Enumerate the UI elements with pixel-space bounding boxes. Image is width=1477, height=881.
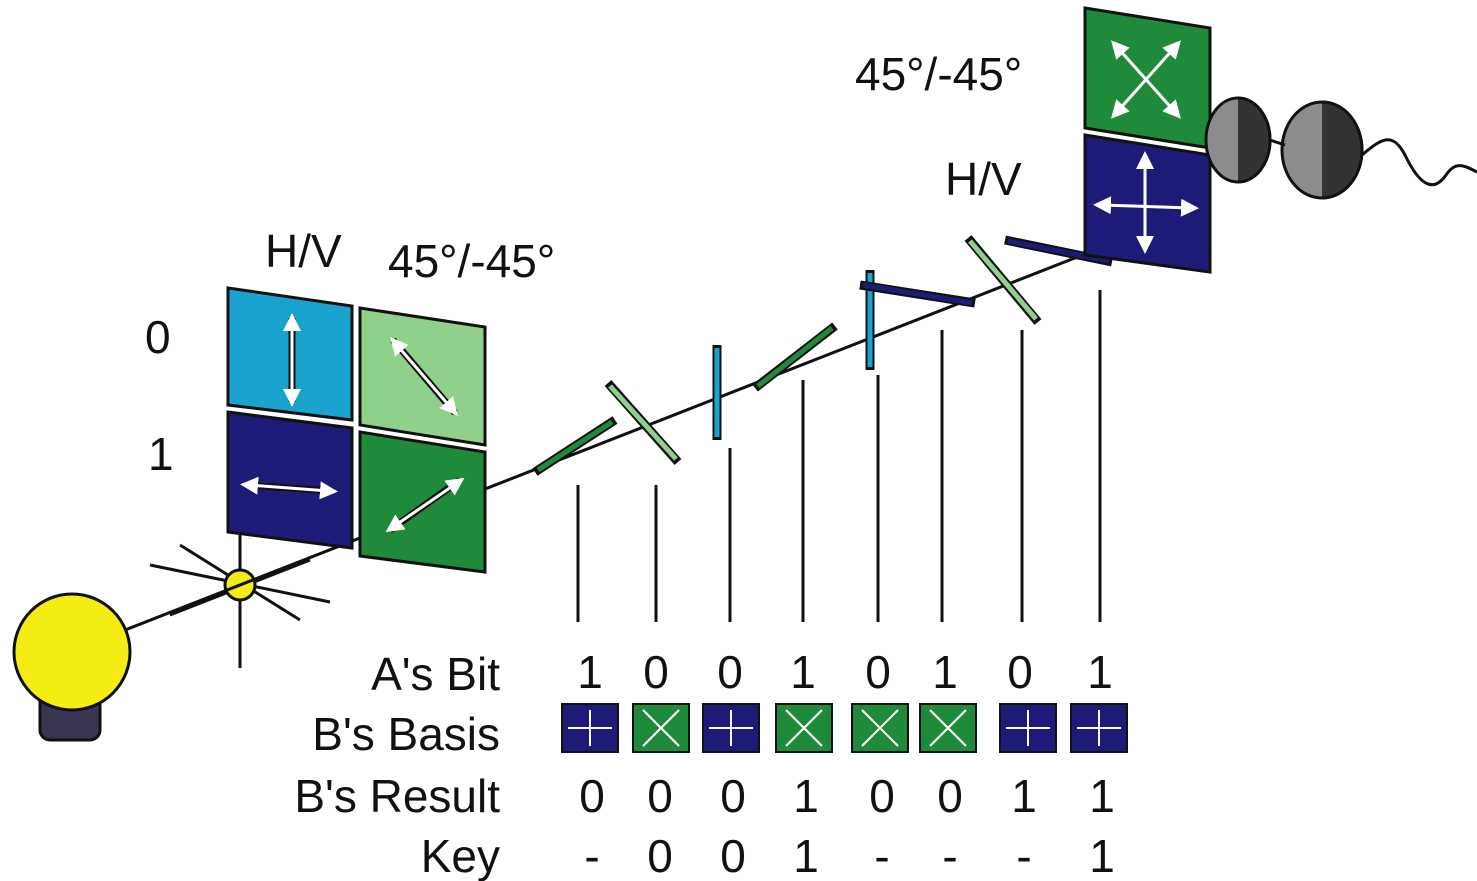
key-8: 1 bbox=[1089, 830, 1115, 881]
b-basis-2-diag-icon bbox=[632, 703, 690, 753]
photon-7-diag-nw-icon bbox=[964, 235, 1042, 325]
key-5: - bbox=[874, 830, 889, 881]
key-row: - 0 0 1 - - - 1 bbox=[584, 830, 1114, 881]
a-bit-4: 1 bbox=[790, 646, 816, 698]
light-source-bulb-icon bbox=[12, 592, 132, 742]
row-label-b-result: B's Result bbox=[294, 770, 500, 822]
sender-bit-zero-label: 0 bbox=[145, 311, 171, 363]
a-bit-5: 0 bbox=[865, 646, 891, 698]
b-result-5: 0 bbox=[869, 770, 895, 822]
b-basis-1-hv-icon bbox=[561, 703, 619, 753]
key-3: 0 bbox=[720, 830, 746, 881]
receiver-polarizer-panel bbox=[1083, 6, 1212, 274]
photon-polarizations bbox=[532, 235, 1113, 476]
sender-polarizer-grid bbox=[226, 286, 487, 574]
b-result-8: 1 bbox=[1089, 770, 1115, 822]
b-basis-5-diag-icon bbox=[851, 703, 909, 753]
b-basis-6-diag-icon bbox=[919, 703, 977, 753]
photon-1-diag-ne-icon bbox=[532, 416, 618, 476]
a-bit-7: 0 bbox=[1007, 646, 1033, 698]
key-1: - bbox=[584, 830, 599, 881]
drop-lines bbox=[576, 290, 1102, 622]
a-bit-3: 0 bbox=[717, 646, 743, 698]
sender-bit-one-label: 1 bbox=[148, 428, 174, 480]
photon-4-diag-ne-icon bbox=[752, 322, 838, 392]
b-basis-row bbox=[561, 703, 1128, 753]
b-basis-3-hv-icon bbox=[702, 703, 760, 753]
row-label-a-bit: A's Bit bbox=[371, 648, 500, 700]
receiver-hv-label: H/V bbox=[945, 153, 1022, 205]
receiver-hv-cross-icon bbox=[1093, 151, 1199, 254]
sender-hv-one-cell bbox=[226, 410, 354, 550]
b-result-row: 0 0 0 1 0 0 1 1 bbox=[579, 770, 1115, 822]
b-basis-4-diag-icon bbox=[775, 703, 833, 753]
b-result-3: 0 bbox=[720, 770, 746, 822]
a-bit-1: 1 bbox=[577, 646, 603, 698]
sender-hv-label: H/V bbox=[265, 225, 342, 277]
sender-diag-one-cell bbox=[358, 430, 487, 574]
photon-2-diag-nw-icon bbox=[604, 380, 682, 465]
a-bit-2: 0 bbox=[643, 646, 669, 698]
a-bit-8: 1 bbox=[1087, 646, 1113, 698]
b-result-4: 1 bbox=[793, 770, 819, 822]
b-result-7: 1 bbox=[1011, 770, 1037, 822]
sender-diag-label: 45°/-45° bbox=[388, 235, 555, 287]
receiver-diag-cross-icon bbox=[1111, 40, 1181, 119]
key-4: 1 bbox=[793, 830, 819, 881]
a-bits-row: 1 0 0 1 0 1 0 1 bbox=[577, 646, 1113, 698]
row-label-b-basis: B's Basis bbox=[312, 708, 500, 760]
key-2: 0 bbox=[647, 830, 673, 881]
b-result-1: 0 bbox=[579, 770, 605, 822]
b-result-6: 0 bbox=[937, 770, 963, 822]
photon-8-horizontal-icon bbox=[1004, 235, 1113, 267]
key-6: - bbox=[942, 830, 957, 881]
row-label-key: Key bbox=[421, 830, 500, 881]
a-bit-6: 1 bbox=[932, 646, 958, 698]
b-basis-8-hv-icon bbox=[1070, 703, 1128, 753]
key-7: - bbox=[1016, 830, 1031, 881]
b-basis-7-hv-icon bbox=[999, 703, 1057, 753]
photon-beam bbox=[124, 203, 1211, 632]
receiver-diag-label: 45°/-45° bbox=[855, 48, 1022, 100]
detector-icon bbox=[1204, 96, 1477, 200]
receiver-hv-cell bbox=[1083, 133, 1212, 274]
photon-6-horizontal-icon bbox=[859, 280, 976, 308]
b-result-2: 0 bbox=[647, 770, 673, 822]
